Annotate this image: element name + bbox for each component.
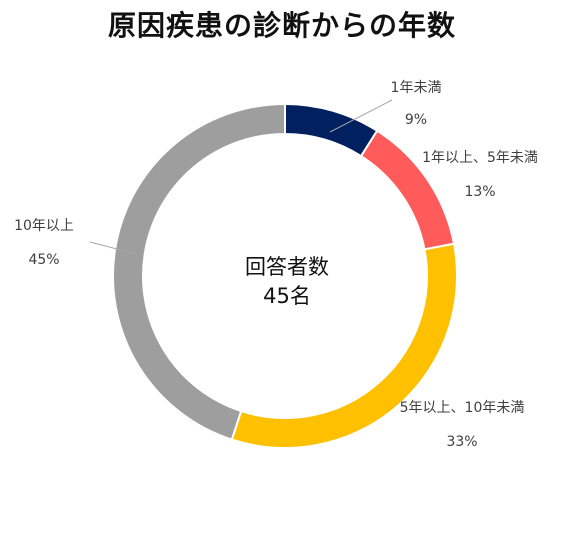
donut-slice (284, 102, 379, 158)
donut-slices (111, 102, 458, 449)
slice-name-label: 5年以上、10年未満 (400, 400, 525, 416)
slice-value-label: 9% (405, 112, 427, 128)
slice-name-label: 1年以上、5年未満 (422, 150, 538, 166)
slice-value-label: 13% (464, 184, 495, 200)
donut-slice (359, 129, 456, 251)
center-value: 45名 (263, 284, 311, 308)
chart-title: 原因疾患の診断からの年数 (107, 9, 456, 42)
slice-value-label: 45% (28, 252, 59, 268)
slice-labels: 1年未満 9% 1年以上、5年未満 13% 5年以上、10年未満 33% 10年以上 45% (14, 80, 538, 450)
slice-name-label: 10年以上 (14, 218, 74, 234)
center-label: 回答者数 (245, 255, 329, 279)
slice-name-label: 1年未満 (391, 80, 442, 96)
slice-value-label: 33% (446, 434, 477, 450)
leader-lines (89, 99, 393, 255)
donut-slice (111, 102, 286, 441)
leader-line (329, 99, 393, 133)
leader-line (89, 241, 137, 255)
